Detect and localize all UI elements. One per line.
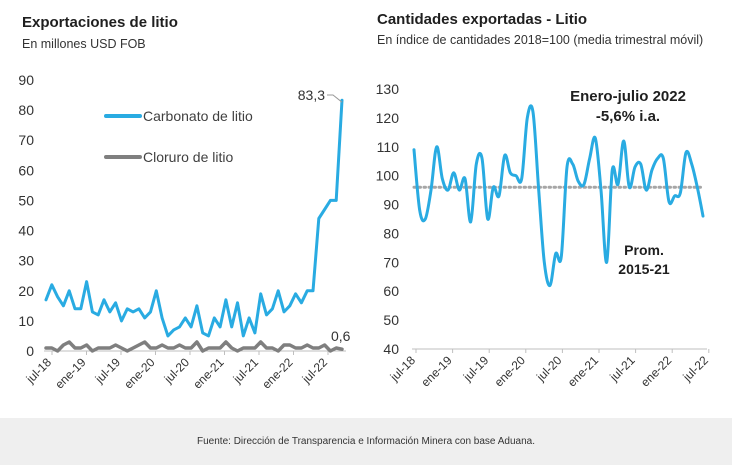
- right-x-tick-label: ene-22: [638, 353, 675, 390]
- right-y-tick-label: 70: [383, 254, 399, 270]
- series-line-cloruro: [44, 340, 344, 353]
- right-x-tick-label: jul-18: [387, 353, 419, 385]
- left-y-tick-label: 30: [18, 253, 34, 269]
- left-x-tick-label: jul-19: [92, 355, 124, 387]
- right-x-tick-label: jul-20: [533, 353, 565, 385]
- right-x-tick-label: ene-20: [492, 353, 529, 390]
- left-y-tick-label: 80: [18, 102, 34, 118]
- left-y-tick-label: 10: [18, 313, 34, 329]
- left-y-tick-label: 0: [26, 343, 34, 359]
- legend-label: Carbonato de litio: [143, 108, 253, 124]
- right-y-tick-label: 40: [383, 341, 399, 357]
- left-x-tick-label: jul-22: [299, 355, 331, 387]
- right-chart-subtitle: En índice de cantidades 2018=100 (media …: [377, 33, 704, 47]
- left-y-tick-label: 20: [18, 283, 34, 299]
- right-x-tick-label: ene-19: [418, 353, 455, 390]
- left-chart-title: Exportaciones de litio: [22, 14, 178, 31]
- right-y-tick-label: 110: [377, 139, 400, 155]
- left-y-tick-label: 60: [18, 162, 34, 178]
- left-y-tick-label: 40: [18, 223, 34, 239]
- left-x-tick-label: ene-19: [52, 355, 89, 392]
- right-y-tick-label: 50: [383, 312, 399, 328]
- left-x-tick-label: jul-21: [230, 355, 262, 387]
- right-x-tick-label: ene-21: [565, 353, 602, 390]
- right-chart-title: Cantidades exportadas - Litio: [377, 11, 588, 28]
- left-chart-subtitle: En millones USD FOB: [22, 37, 146, 51]
- legend-label: Cloruro de litio: [143, 149, 233, 165]
- annotation-leader-line: [327, 94, 343, 103]
- annotation-yoy-change: -5,6% i.a.: [596, 108, 660, 125]
- left-y-tick-label: 50: [18, 192, 34, 208]
- annotation-period-label: Enero-julio 2022: [570, 88, 686, 105]
- series-line-indice: [412, 104, 705, 287]
- annotation-last-cloruro: 0,6: [331, 328, 351, 344]
- right-y-tick-label: 60: [383, 283, 399, 299]
- right-y-tick-label: 100: [376, 168, 400, 184]
- right-y-tick-label: 90: [383, 197, 399, 213]
- right-x-tick-label: jul-21: [606, 353, 638, 385]
- annotation-last-carbonato: 83,3: [298, 87, 325, 103]
- source-footer: Fuente: Dirección de Transparencia e Inf…: [0, 418, 732, 465]
- left-y-tick-label: 90: [18, 72, 34, 88]
- source-text: Fuente: Dirección de Transparencia e Inf…: [197, 436, 535, 447]
- left-x-tick-label: jul-18: [23, 355, 55, 387]
- right-y-tick-label: 120: [376, 110, 400, 126]
- left-x-tick-label: ene-20: [121, 355, 158, 392]
- series-line-carbonato: [44, 98, 344, 338]
- left-x-tick-label: jul-20: [161, 355, 193, 387]
- annotation-average-label: Prom.: [624, 242, 664, 258]
- left-y-tick-label: 70: [18, 132, 34, 148]
- right-x-tick-label: jul-22: [680, 353, 712, 385]
- right-y-tick-label: 130: [376, 81, 400, 97]
- right-x-tick-label: jul-19: [460, 353, 492, 385]
- right-y-tick-label: 80: [383, 225, 399, 241]
- left-x-tick-label: ene-21: [190, 355, 227, 392]
- annotation-average-period: 2015-21: [618, 261, 670, 277]
- left-x-tick-label: ene-22: [259, 355, 296, 392]
